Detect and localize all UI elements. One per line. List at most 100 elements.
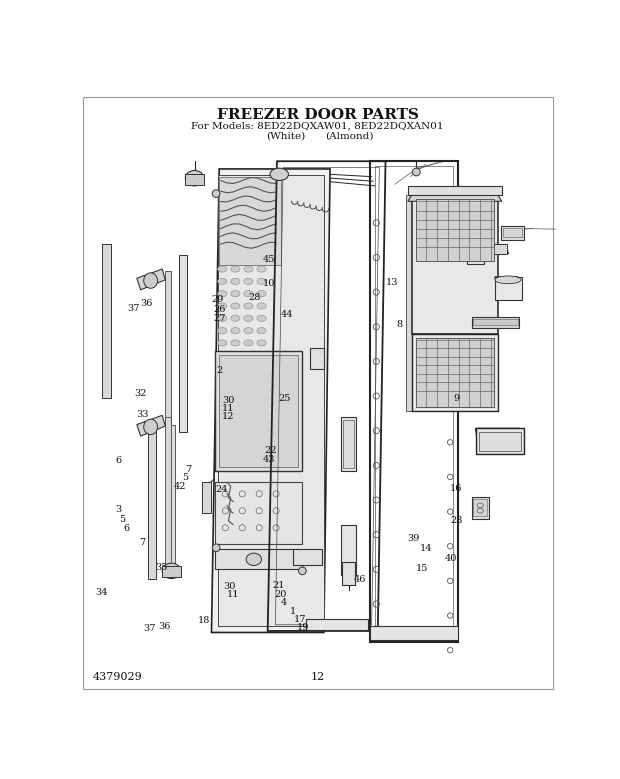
Text: 33: 33 [136, 410, 148, 419]
Text: 2: 2 [217, 366, 223, 375]
Ellipse shape [218, 291, 227, 297]
Text: 22: 22 [265, 446, 277, 456]
Text: 12: 12 [222, 411, 234, 421]
Bar [495, 277, 522, 300]
Bar [342, 562, 355, 585]
Text: 30: 30 [222, 396, 234, 405]
Bar [472, 317, 520, 327]
Text: 17: 17 [293, 615, 306, 624]
Text: 9: 9 [453, 393, 459, 403]
Text: 32: 32 [134, 389, 146, 398]
Text: 10: 10 [263, 279, 275, 287]
Ellipse shape [162, 563, 180, 579]
Text: 37: 37 [128, 304, 140, 312]
Text: 26: 26 [214, 305, 226, 314]
Polygon shape [137, 269, 166, 290]
Ellipse shape [244, 340, 253, 346]
Text: 6: 6 [124, 523, 130, 533]
Text: 30: 30 [223, 582, 236, 591]
Bar [148, 425, 156, 579]
Text: 5: 5 [182, 474, 188, 482]
Text: 40: 40 [445, 554, 458, 563]
Text: 11: 11 [226, 590, 239, 599]
Bar [293, 549, 322, 565]
Polygon shape [137, 415, 166, 436]
Ellipse shape [257, 278, 266, 284]
Bar [166, 270, 172, 425]
Text: 12: 12 [311, 672, 325, 682]
Ellipse shape [218, 278, 227, 284]
Bar [370, 626, 458, 640]
Text: 14: 14 [419, 544, 432, 552]
Bar [370, 161, 458, 642]
Ellipse shape [257, 291, 266, 297]
Bar [415, 199, 494, 260]
Bar [215, 549, 301, 569]
Polygon shape [495, 277, 522, 300]
Text: 29: 29 [211, 295, 224, 305]
Ellipse shape [257, 303, 266, 309]
Ellipse shape [231, 327, 240, 333]
Bar [405, 195, 412, 411]
Bar [167, 425, 175, 575]
Bar [473, 499, 487, 516]
Bar [185, 174, 204, 185]
Bar [218, 175, 324, 626]
Text: 16: 16 [450, 484, 463, 492]
Text: 34: 34 [95, 588, 108, 597]
Bar [343, 420, 354, 467]
Text: 36: 36 [141, 299, 153, 308]
Ellipse shape [257, 315, 266, 322]
Ellipse shape [218, 266, 227, 272]
Text: 46: 46 [353, 575, 366, 583]
Text: 4379029: 4379029 [93, 672, 143, 682]
Ellipse shape [257, 266, 266, 272]
Text: 7: 7 [185, 465, 191, 474]
Bar [341, 417, 356, 471]
Text: 37: 37 [143, 624, 156, 633]
Ellipse shape [244, 291, 253, 297]
Text: For Models: 8ED22DQXAW01, 8ED22DQXAN01: For Models: 8ED22DQXAW01, 8ED22DQXAN01 [192, 122, 444, 131]
Ellipse shape [244, 315, 253, 322]
Bar [215, 351, 301, 471]
Ellipse shape [212, 190, 220, 197]
Ellipse shape [231, 278, 240, 284]
Ellipse shape [231, 340, 240, 346]
Ellipse shape [244, 278, 253, 284]
Bar [503, 228, 522, 238]
Text: (Almond): (Almond) [325, 132, 374, 140]
Text: 43: 43 [263, 455, 275, 464]
Bar [476, 428, 524, 454]
Bar [479, 432, 521, 451]
Text: 44: 44 [280, 310, 293, 319]
Text: 21: 21 [272, 581, 285, 590]
Text: 35: 35 [155, 563, 167, 572]
Ellipse shape [212, 544, 220, 552]
Ellipse shape [218, 340, 227, 346]
Text: 1: 1 [290, 607, 296, 615]
Bar [162, 566, 180, 577]
Ellipse shape [144, 273, 157, 288]
Polygon shape [211, 169, 330, 633]
Bar [202, 482, 211, 513]
Ellipse shape [257, 327, 266, 333]
Text: 45: 45 [263, 255, 275, 263]
Text: 19: 19 [297, 623, 309, 632]
Text: 3: 3 [115, 505, 122, 513]
Text: 15: 15 [415, 564, 428, 573]
Polygon shape [476, 428, 524, 454]
Text: 27: 27 [214, 314, 226, 323]
Ellipse shape [246, 553, 262, 566]
Text: 42: 42 [174, 482, 187, 491]
Bar [166, 417, 172, 571]
Bar [473, 319, 518, 326]
Text: 6: 6 [115, 456, 122, 465]
Ellipse shape [231, 291, 240, 297]
Text: 11: 11 [222, 404, 234, 413]
Ellipse shape [144, 419, 157, 435]
Text: 28: 28 [249, 293, 261, 302]
Polygon shape [478, 245, 508, 254]
Ellipse shape [218, 327, 227, 333]
Ellipse shape [495, 276, 521, 284]
Text: 7: 7 [139, 538, 145, 547]
